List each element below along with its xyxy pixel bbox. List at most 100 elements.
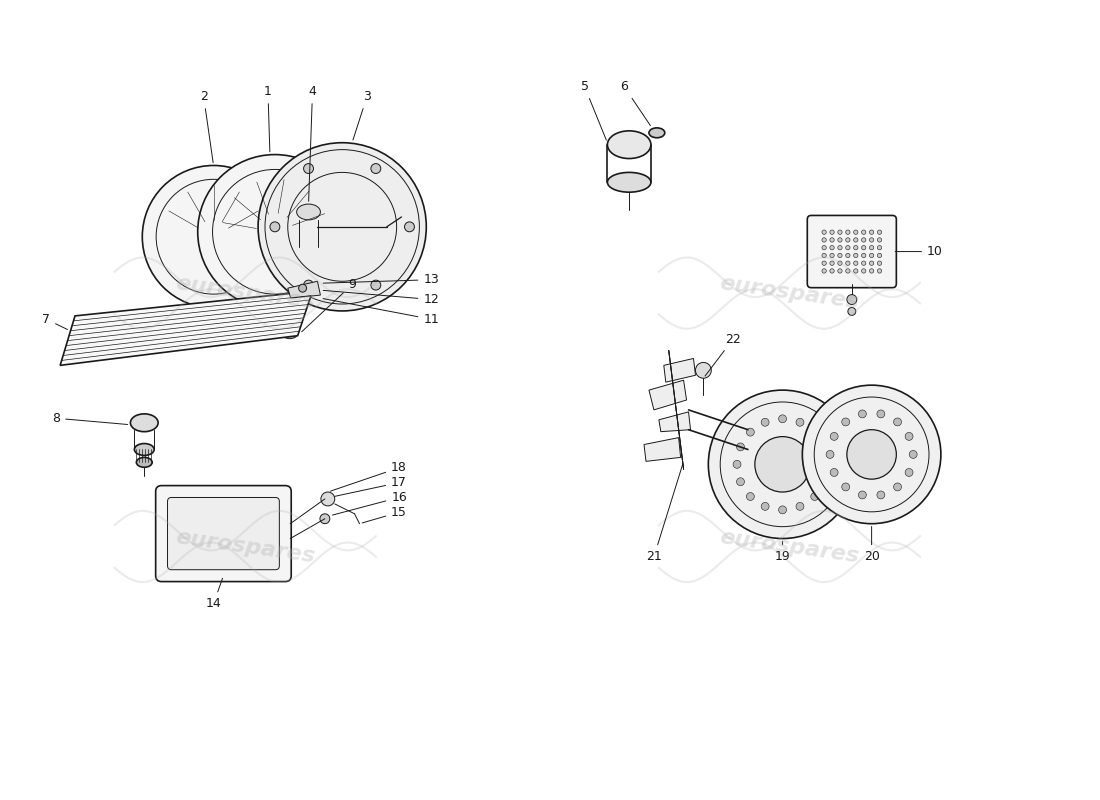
Circle shape <box>846 246 850 250</box>
Circle shape <box>371 280 381 290</box>
Circle shape <box>822 246 826 250</box>
Polygon shape <box>649 380 686 410</box>
Text: 3: 3 <box>353 90 371 140</box>
Circle shape <box>854 246 858 250</box>
Circle shape <box>869 230 873 234</box>
Circle shape <box>893 418 902 426</box>
Text: 16: 16 <box>332 491 407 515</box>
Text: 18: 18 <box>330 462 407 491</box>
Ellipse shape <box>649 128 664 138</box>
Circle shape <box>838 230 843 234</box>
Circle shape <box>371 163 381 174</box>
Polygon shape <box>288 282 320 298</box>
Circle shape <box>829 230 834 234</box>
Circle shape <box>877 410 884 418</box>
Circle shape <box>869 261 873 266</box>
Circle shape <box>848 307 856 315</box>
Circle shape <box>747 428 755 436</box>
Text: 14: 14 <box>206 578 222 610</box>
Text: eurospares: eurospares <box>718 526 860 566</box>
Text: 7: 7 <box>42 313 67 330</box>
Circle shape <box>838 261 843 266</box>
Circle shape <box>405 222 415 232</box>
Text: 6: 6 <box>620 80 650 126</box>
Circle shape <box>779 415 786 422</box>
Circle shape <box>829 254 834 258</box>
Circle shape <box>779 506 786 514</box>
Text: 21: 21 <box>646 464 683 563</box>
Circle shape <box>842 483 849 491</box>
Text: 1: 1 <box>264 85 272 152</box>
Circle shape <box>695 362 712 378</box>
Circle shape <box>861 261 866 266</box>
Circle shape <box>877 491 884 499</box>
Circle shape <box>858 491 867 499</box>
Circle shape <box>878 230 882 234</box>
Circle shape <box>747 493 755 501</box>
Circle shape <box>142 166 285 308</box>
Circle shape <box>829 261 834 266</box>
Circle shape <box>258 142 427 311</box>
Circle shape <box>733 460 741 468</box>
Circle shape <box>838 254 843 258</box>
Circle shape <box>846 254 850 258</box>
Polygon shape <box>60 291 312 366</box>
Ellipse shape <box>131 414 158 432</box>
Circle shape <box>755 437 811 492</box>
Circle shape <box>910 450 917 458</box>
Circle shape <box>822 269 826 273</box>
Circle shape <box>826 450 834 458</box>
Circle shape <box>854 238 858 242</box>
Circle shape <box>796 418 804 426</box>
Circle shape <box>854 261 858 266</box>
Circle shape <box>861 238 866 242</box>
Circle shape <box>846 230 850 234</box>
Ellipse shape <box>607 131 651 158</box>
Text: 8: 8 <box>52 412 128 425</box>
Circle shape <box>842 418 849 426</box>
Text: eurospares: eurospares <box>718 274 860 313</box>
Circle shape <box>905 433 913 440</box>
Circle shape <box>708 390 857 538</box>
Circle shape <box>830 433 838 440</box>
Text: 13: 13 <box>323 273 439 286</box>
Circle shape <box>905 469 913 477</box>
Circle shape <box>846 261 850 266</box>
Circle shape <box>824 460 832 468</box>
Circle shape <box>270 222 279 232</box>
Circle shape <box>838 246 843 250</box>
Circle shape <box>821 478 828 486</box>
Circle shape <box>761 418 769 426</box>
Circle shape <box>796 502 804 510</box>
Ellipse shape <box>282 329 298 338</box>
Text: 4: 4 <box>309 85 317 202</box>
Polygon shape <box>663 358 695 382</box>
Circle shape <box>298 284 307 292</box>
Ellipse shape <box>134 443 154 455</box>
Circle shape <box>847 430 896 479</box>
Circle shape <box>829 246 834 250</box>
Text: 2: 2 <box>200 90 213 162</box>
Circle shape <box>811 428 818 436</box>
Circle shape <box>737 443 745 451</box>
Circle shape <box>802 385 940 524</box>
Text: 22: 22 <box>705 333 741 376</box>
Circle shape <box>829 269 834 273</box>
FancyBboxPatch shape <box>807 215 896 288</box>
Circle shape <box>861 254 866 258</box>
Circle shape <box>811 493 818 501</box>
Circle shape <box>321 492 334 506</box>
Polygon shape <box>659 412 691 432</box>
Ellipse shape <box>136 458 152 467</box>
Circle shape <box>861 230 866 234</box>
Circle shape <box>878 254 882 258</box>
Circle shape <box>878 246 882 250</box>
Circle shape <box>869 238 873 242</box>
Text: 11: 11 <box>323 298 439 326</box>
Circle shape <box>838 238 843 242</box>
Circle shape <box>821 443 828 451</box>
Text: eurospares: eurospares <box>174 526 317 566</box>
Circle shape <box>846 269 850 273</box>
Circle shape <box>320 514 330 524</box>
Circle shape <box>822 261 826 266</box>
